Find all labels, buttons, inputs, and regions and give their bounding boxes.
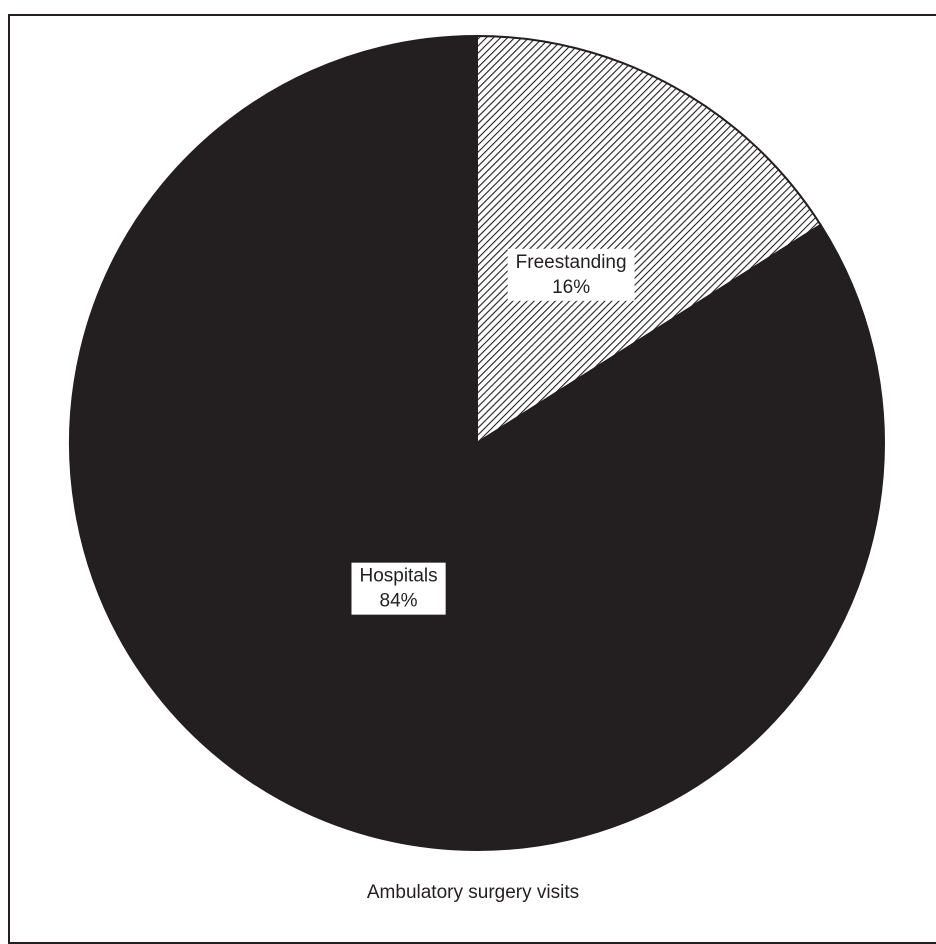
slice-label-background	[507, 248, 635, 301]
slice-label-freestanding: Freestanding 16%	[507, 248, 635, 301]
pie-slice-hospitals	[69, 34, 885, 851]
slice-label-background	[351, 562, 446, 615]
slice-label-name: Freestanding	[516, 252, 627, 273]
slice-label-value: 84%	[380, 591, 418, 612]
chart-caption: Ambulatory surgery visits	[367, 882, 579, 903]
pie-chart: Freestanding 16% Hospitals 84% Ambulatory s…	[69, 34, 885, 903]
slice-labels: Freestanding 16% Hospitals 84%	[351, 248, 635, 615]
pie-slices	[69, 34, 885, 851]
slice-label-value: 16%	[552, 277, 590, 298]
slice-label-hospitals: Hospitals 84%	[351, 562, 446, 615]
slice-label-name: Hospitals	[359, 566, 437, 587]
pie-slice-freestanding	[476, 34, 823, 445]
